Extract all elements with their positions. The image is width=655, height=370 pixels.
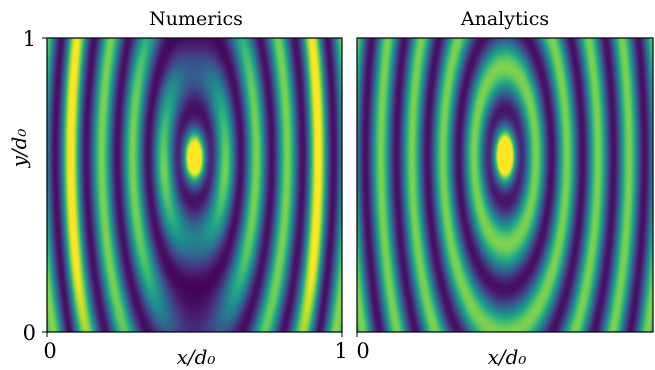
xlabel-numerics: x/d₀ bbox=[177, 345, 216, 369]
title-numerics: Numerics bbox=[149, 8, 243, 30]
ylabel: y/d₀ bbox=[7, 129, 31, 169]
xtick-label-1: 1 bbox=[334, 339, 347, 363]
panel-analytics: Analytics 0 x/d₀ bbox=[356, 8, 654, 369]
panel-numerics: Numerics 0 1 1 0 x/d₀ y/d₀ bbox=[7, 8, 348, 369]
xlabel-analytics: x/d₀ bbox=[488, 345, 527, 369]
ytick-label-1: 1 bbox=[23, 27, 36, 51]
title-analytics: Analytics bbox=[460, 8, 549, 30]
frame-numerics bbox=[46, 37, 343, 333]
xtick-label-0: 0 bbox=[43, 339, 56, 363]
frame-analytics bbox=[356, 37, 654, 333]
heatmap-analytics bbox=[357, 38, 653, 332]
xtick-label-right-0: 0 bbox=[356, 339, 369, 363]
ytick-label-0: 0 bbox=[23, 321, 36, 345]
heatmap-numerics bbox=[47, 38, 342, 332]
